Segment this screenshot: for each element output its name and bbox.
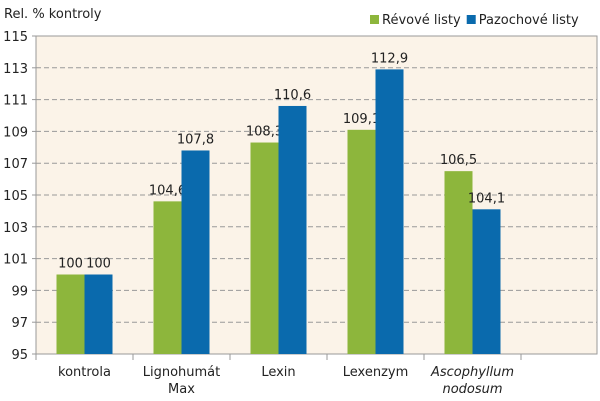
bar: [375, 69, 404, 354]
y-tick-label: 99: [11, 284, 28, 299]
legend-label: Pazochové listy: [479, 13, 579, 28]
y-tick-label: 95: [11, 348, 28, 363]
data-label: 112,9: [371, 51, 408, 66]
y-tick-label: 111: [3, 94, 28, 109]
x-tick-label: Lignohumát: [143, 365, 221, 380]
legend-swatch: [466, 15, 476, 24]
data-label: 108,3: [246, 125, 283, 140]
bar: [56, 274, 85, 354]
y-tick-label: 115: [3, 30, 28, 45]
data-label: 104,1: [468, 191, 505, 206]
y-tick-label: 105: [3, 189, 28, 204]
legend-swatch: [370, 15, 379, 24]
y-tick-label: 107: [3, 157, 28, 172]
bar: [278, 105, 307, 355]
x-tick-label: Max: [168, 382, 195, 397]
legend-label: Révové listy: [382, 13, 461, 28]
bar: [472, 209, 501, 354]
y-axis-label: Rel. % kontroly: [4, 7, 102, 22]
x-tick-label: nodosum: [442, 382, 502, 397]
y-tick-label: 103: [3, 221, 28, 236]
data-label: 110,6: [274, 88, 311, 103]
x-tick-label: kontrola: [58, 365, 111, 380]
data-label: 100: [86, 257, 111, 272]
x-tick-label: Lexenzym: [343, 365, 409, 380]
data-label: 104,6: [149, 183, 186, 198]
x-tick-label: Lexin: [261, 365, 295, 380]
data-label: 107,8: [177, 132, 214, 147]
y-tick-label: 113: [3, 62, 28, 77]
y-tick-label: 97: [11, 316, 28, 331]
data-label: 106,5: [440, 153, 477, 168]
bar: [347, 129, 376, 354]
bar: [181, 150, 210, 354]
bar: [84, 274, 113, 354]
data-label: 100: [58, 257, 83, 272]
bar: [153, 201, 182, 354]
y-tick-label: 101: [3, 253, 28, 268]
bar: [250, 142, 279, 354]
data-label: 109,1: [343, 112, 380, 127]
bar: [444, 171, 473, 354]
x-tick-label: Ascophyllum: [430, 365, 514, 380]
y-tick-label: 109: [3, 125, 28, 140]
